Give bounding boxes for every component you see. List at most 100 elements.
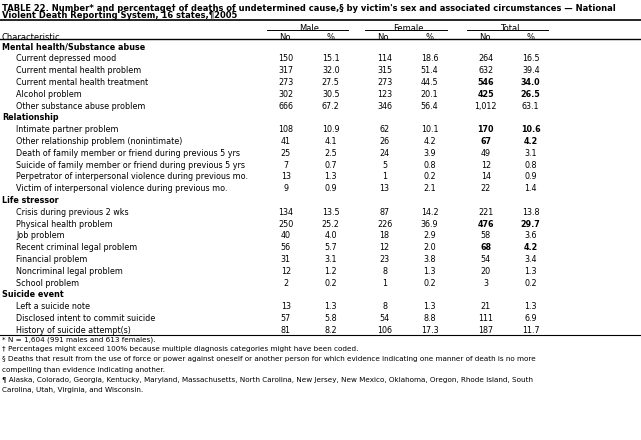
Text: Suicide of family member or friend during previous 5 yrs: Suicide of family member or friend durin… [16, 161, 245, 169]
Text: 226: 226 [377, 220, 392, 228]
Text: 13: 13 [379, 184, 390, 193]
Text: 264: 264 [478, 55, 494, 63]
Text: 666: 666 [278, 102, 294, 110]
Text: 170: 170 [478, 125, 494, 134]
Text: 56: 56 [281, 243, 291, 252]
Text: 273: 273 [377, 78, 392, 87]
Text: 3.6: 3.6 [524, 231, 537, 240]
Text: 12: 12 [481, 161, 491, 169]
Text: Life stressor: Life stressor [2, 196, 58, 205]
Text: 476: 476 [478, 220, 494, 228]
Text: School problem: School problem [16, 279, 79, 287]
Text: 87: 87 [379, 208, 390, 217]
Text: 3.8: 3.8 [423, 255, 436, 264]
Text: 221: 221 [478, 208, 494, 217]
Text: Male: Male [299, 24, 320, 33]
Text: 49: 49 [481, 149, 491, 158]
Text: 13: 13 [281, 302, 291, 311]
Text: 26: 26 [379, 137, 390, 146]
Text: 13.5: 13.5 [322, 208, 340, 217]
Text: 25: 25 [281, 149, 291, 158]
Text: 20.1: 20.1 [420, 90, 438, 99]
Text: 114: 114 [377, 55, 392, 63]
Text: Violent Death Reporting System, 16 states,¶2005: Violent Death Reporting System, 16 state… [2, 11, 237, 20]
Text: 1.3: 1.3 [423, 267, 436, 276]
Text: 0.2: 0.2 [524, 279, 537, 287]
Text: History of suicide attempt(s): History of suicide attempt(s) [16, 326, 131, 335]
Text: Current depressed mood: Current depressed mood [16, 55, 116, 63]
Text: 12: 12 [379, 243, 390, 252]
Text: 2.0: 2.0 [423, 243, 436, 252]
Text: TABLE 22. Number* and percentage† of deaths of undetermined cause,§ by victim's : TABLE 22. Number* and percentage† of dea… [2, 4, 615, 13]
Text: 0.2: 0.2 [324, 279, 337, 287]
Text: 0.2: 0.2 [423, 279, 436, 287]
Text: 1.3: 1.3 [324, 302, 337, 311]
Text: compelling than evidence indicating another.: compelling than evidence indicating anot… [2, 367, 165, 373]
Text: 18.6: 18.6 [420, 55, 438, 63]
Text: 54: 54 [379, 314, 390, 323]
Text: Relationship: Relationship [2, 114, 58, 122]
Text: 0.9: 0.9 [324, 184, 337, 193]
Text: 34.0: 34.0 [521, 78, 540, 87]
Text: Left a suicide note: Left a suicide note [16, 302, 90, 311]
Text: 8: 8 [382, 302, 387, 311]
Text: 44.5: 44.5 [420, 78, 438, 87]
Text: 3: 3 [483, 279, 488, 287]
Text: 18: 18 [379, 231, 390, 240]
Text: 56.4: 56.4 [420, 102, 438, 110]
Text: 8.2: 8.2 [324, 326, 337, 335]
Text: 1: 1 [382, 279, 387, 287]
Text: 14: 14 [481, 172, 491, 181]
Text: 8.8: 8.8 [423, 314, 436, 323]
Text: 24: 24 [379, 149, 390, 158]
Text: 54: 54 [481, 255, 491, 264]
Text: 22: 22 [481, 184, 491, 193]
Text: Female: Female [393, 24, 424, 33]
Text: Intimate partner problem: Intimate partner problem [16, 125, 119, 134]
Text: 7: 7 [283, 161, 288, 169]
Text: 29.7: 29.7 [521, 220, 540, 228]
Text: 3.1: 3.1 [524, 149, 537, 158]
Text: 2: 2 [283, 279, 288, 287]
Text: 150: 150 [278, 55, 294, 63]
Text: 632: 632 [478, 66, 494, 75]
Text: Noncriminal legal problem: Noncriminal legal problem [16, 267, 123, 276]
Text: 10.9: 10.9 [322, 125, 340, 134]
Text: 4.2: 4.2 [524, 137, 538, 146]
Text: Disclosed intent to commit suicide: Disclosed intent to commit suicide [16, 314, 155, 323]
Text: 346: 346 [377, 102, 392, 110]
Text: Other relationship problem (nonintimate): Other relationship problem (nonintimate) [16, 137, 183, 146]
Text: %: % [527, 33, 535, 42]
Text: 273: 273 [278, 78, 294, 87]
Text: Mental health/Substance abuse: Mental health/Substance abuse [2, 43, 145, 51]
Text: 317: 317 [278, 66, 294, 75]
Text: Job problem: Job problem [16, 231, 65, 240]
Text: 11.7: 11.7 [522, 326, 540, 335]
Text: Physical health problem: Physical health problem [16, 220, 113, 228]
Text: 3.4: 3.4 [524, 255, 537, 264]
Text: Alcohol problem: Alcohol problem [16, 90, 82, 99]
Text: 3.1: 3.1 [324, 255, 337, 264]
Text: ¶ Alaska, Colorado, Georgia, Kentucky, Maryland, Massachusetts, North Carolina, : ¶ Alaska, Colorado, Georgia, Kentucky, M… [2, 377, 533, 383]
Text: 111: 111 [478, 314, 494, 323]
Text: 0.7: 0.7 [324, 161, 337, 169]
Text: Recent criminal legal problem: Recent criminal legal problem [16, 243, 137, 252]
Text: 25.2: 25.2 [322, 220, 340, 228]
Text: Victim of interpersonal violence during previous mo.: Victim of interpersonal violence during … [16, 184, 228, 193]
Text: 3.9: 3.9 [423, 149, 436, 158]
Text: † Percentages might exceed 100% because multiple diagnosis categories might have: † Percentages might exceed 100% because … [2, 346, 358, 352]
Text: 15.1: 15.1 [322, 55, 340, 63]
Text: 123: 123 [377, 90, 392, 99]
Text: 17.3: 17.3 [420, 326, 438, 335]
Text: 16.5: 16.5 [522, 55, 540, 63]
Text: 57: 57 [281, 314, 291, 323]
Text: 58: 58 [481, 231, 491, 240]
Text: Death of family member or friend during previous 5 yrs: Death of family member or friend during … [16, 149, 240, 158]
Text: 12: 12 [281, 267, 291, 276]
Text: 1,012: 1,012 [474, 102, 497, 110]
Text: 67: 67 [480, 137, 492, 146]
Text: 27.5: 27.5 [322, 78, 340, 87]
Text: 14.2: 14.2 [420, 208, 438, 217]
Text: 6.9: 6.9 [524, 314, 537, 323]
Text: No.: No. [279, 33, 293, 42]
